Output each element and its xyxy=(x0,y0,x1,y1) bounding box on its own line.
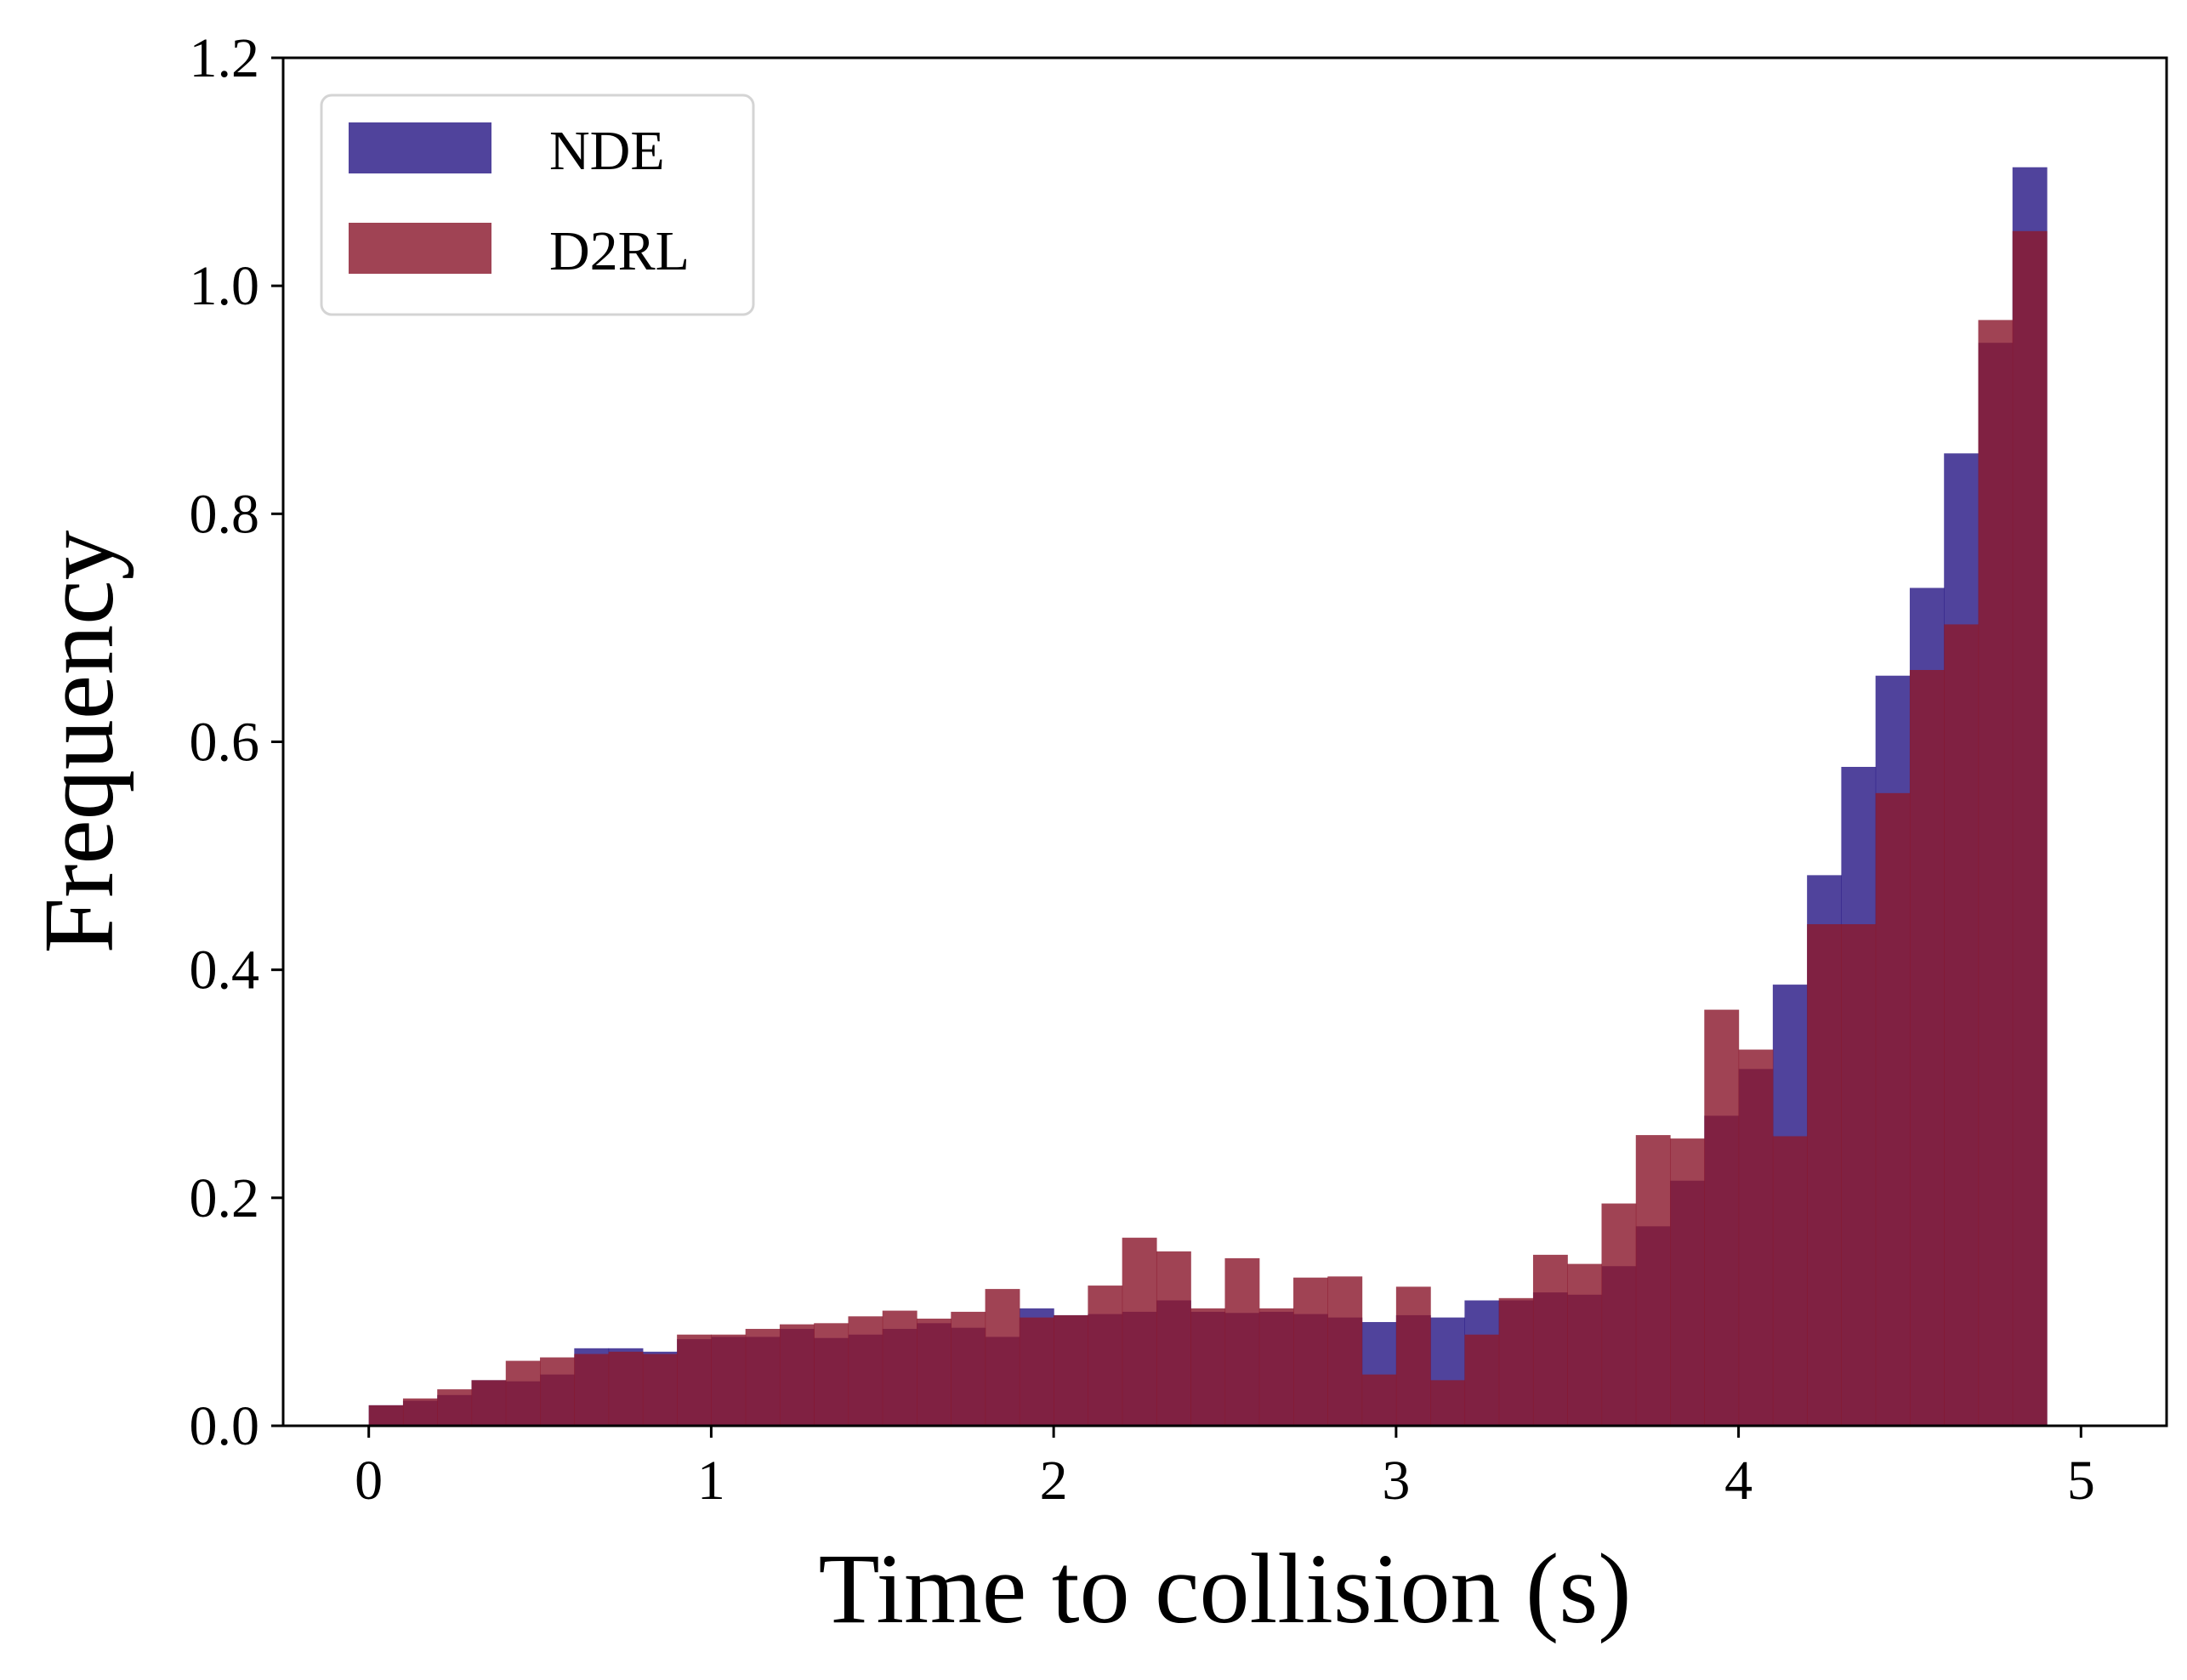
legend-label-nde: NDE xyxy=(549,120,665,182)
bar-d2rl-bin-25 xyxy=(1224,1257,1260,1426)
bar-d2rl-bin-22 xyxy=(1122,1237,1157,1426)
x-axis-ticks: 0 1 2 3 4 5 xyxy=(355,1426,2095,1512)
x-tick-label: 5 xyxy=(2067,1450,2095,1512)
bar-d2rl-bin-18 xyxy=(985,1289,1020,1426)
bar-d2rl-bin-36 xyxy=(1601,1203,1637,1426)
legend-swatch-d2rl xyxy=(349,223,491,274)
bar-d2rl-bin-38 xyxy=(1670,1138,1705,1426)
x-tick-label: 4 xyxy=(1724,1450,1752,1512)
y-tick-label: 0.4 xyxy=(190,939,260,1002)
bar-d2rl-bin-32 xyxy=(1464,1334,1500,1426)
bar-d2rl-bin-20 xyxy=(1054,1314,1089,1426)
legend-label-d2rl: D2RL xyxy=(549,220,690,282)
bar-d2rl-bin-42 xyxy=(1807,924,1843,1426)
bar-d2rl-bin-17 xyxy=(951,1311,986,1426)
legend-swatch-nde xyxy=(349,122,491,173)
bar-d2rl-bin-9 xyxy=(677,1334,713,1426)
bar-d2rl-bin-28 xyxy=(1327,1276,1363,1426)
bar-d2rl-bin-27 xyxy=(1293,1277,1328,1426)
bar-d2rl-bin-11 xyxy=(745,1329,781,1426)
x-tick-label: 3 xyxy=(1382,1450,1410,1512)
x-axis-title: Time to collision (s) xyxy=(818,1533,1631,1644)
bar-d2rl-bin-44 xyxy=(1875,792,1911,1426)
y-tick-label: 0.6 xyxy=(190,712,260,774)
legend: NDE D2RL xyxy=(320,94,755,316)
bar-d2rl-bin-43 xyxy=(1841,924,1877,1426)
bar-d2rl-bin-5 xyxy=(540,1357,575,1426)
bar-d2rl-bin-35 xyxy=(1567,1263,1603,1426)
bar-d2rl-bin-24 xyxy=(1190,1308,1226,1426)
bar-d2rl-bin-41 xyxy=(1772,1136,1808,1426)
bar-d2rl-bin-2 xyxy=(437,1389,473,1426)
bar-d2rl-bin-0 xyxy=(368,1405,404,1426)
bar-d2rl-bin-45 xyxy=(1909,670,1945,1426)
bar-d2rl-bin-37 xyxy=(1635,1135,1671,1426)
bar-d2rl-bin-39 xyxy=(1704,1009,1740,1426)
x-tick-label: 0 xyxy=(355,1450,383,1512)
bar-d2rl-bin-14 xyxy=(848,1316,883,1426)
bar-d2rl-bin-46 xyxy=(1944,624,1980,1426)
bar-d2rl-bin-34 xyxy=(1532,1254,1568,1426)
bar-d2rl-bin-40 xyxy=(1738,1049,1774,1426)
bar-d2rl-bin-4 xyxy=(505,1360,541,1426)
bar-d2rl-bin-48 xyxy=(2012,230,2048,1427)
y-tick-label: 0.2 xyxy=(190,1167,260,1229)
x-tick-label: 2 xyxy=(1040,1450,1068,1512)
bar-d2rl-bin-1 xyxy=(402,1398,438,1426)
bar-d2rl-bin-33 xyxy=(1498,1297,1534,1426)
bar-d2rl-bin-30 xyxy=(1395,1286,1431,1426)
bar-d2rl-bin-12 xyxy=(779,1324,815,1426)
bar-d2rl-bin-26 xyxy=(1258,1308,1294,1426)
bar-d2rl-bin-23 xyxy=(1156,1251,1191,1426)
x-tick-label: 1 xyxy=(697,1450,725,1512)
y-tick-label: 0.8 xyxy=(190,483,260,545)
bar-d2rl-bin-10 xyxy=(711,1334,747,1426)
y-tick-label: 0.0 xyxy=(190,1395,260,1457)
bar-d2rl-bin-31 xyxy=(1430,1380,1466,1426)
bar-d2rl-bin-29 xyxy=(1361,1374,1397,1426)
bar-d2rl-bin-8 xyxy=(642,1354,678,1426)
bar-d2rl-bin-21 xyxy=(1088,1286,1123,1426)
bar-d2rl-bin-15 xyxy=(882,1310,917,1426)
y-axis-title: Frequency xyxy=(23,530,134,953)
y-tick-label: 1.2 xyxy=(190,27,260,89)
bar-d2rl-bin-47 xyxy=(1978,320,2014,1427)
bars-layer xyxy=(368,167,2048,1427)
y-tick-label: 1.0 xyxy=(190,255,260,317)
bar-d2rl-bin-6 xyxy=(574,1354,610,1426)
bar-d2rl-bin-3 xyxy=(471,1380,507,1426)
series-d2rl-bars xyxy=(368,230,2048,1427)
bar-d2rl-bin-7 xyxy=(608,1351,644,1426)
y-axis-ticks: 0.0 0.2 0.4 0.6 0.8 1.0 1.2 xyxy=(190,27,283,1457)
bar-d2rl-bin-13 xyxy=(814,1323,849,1426)
bar-d2rl-bin-19 xyxy=(1019,1317,1054,1426)
bar-d2rl-bin-16 xyxy=(917,1318,951,1426)
